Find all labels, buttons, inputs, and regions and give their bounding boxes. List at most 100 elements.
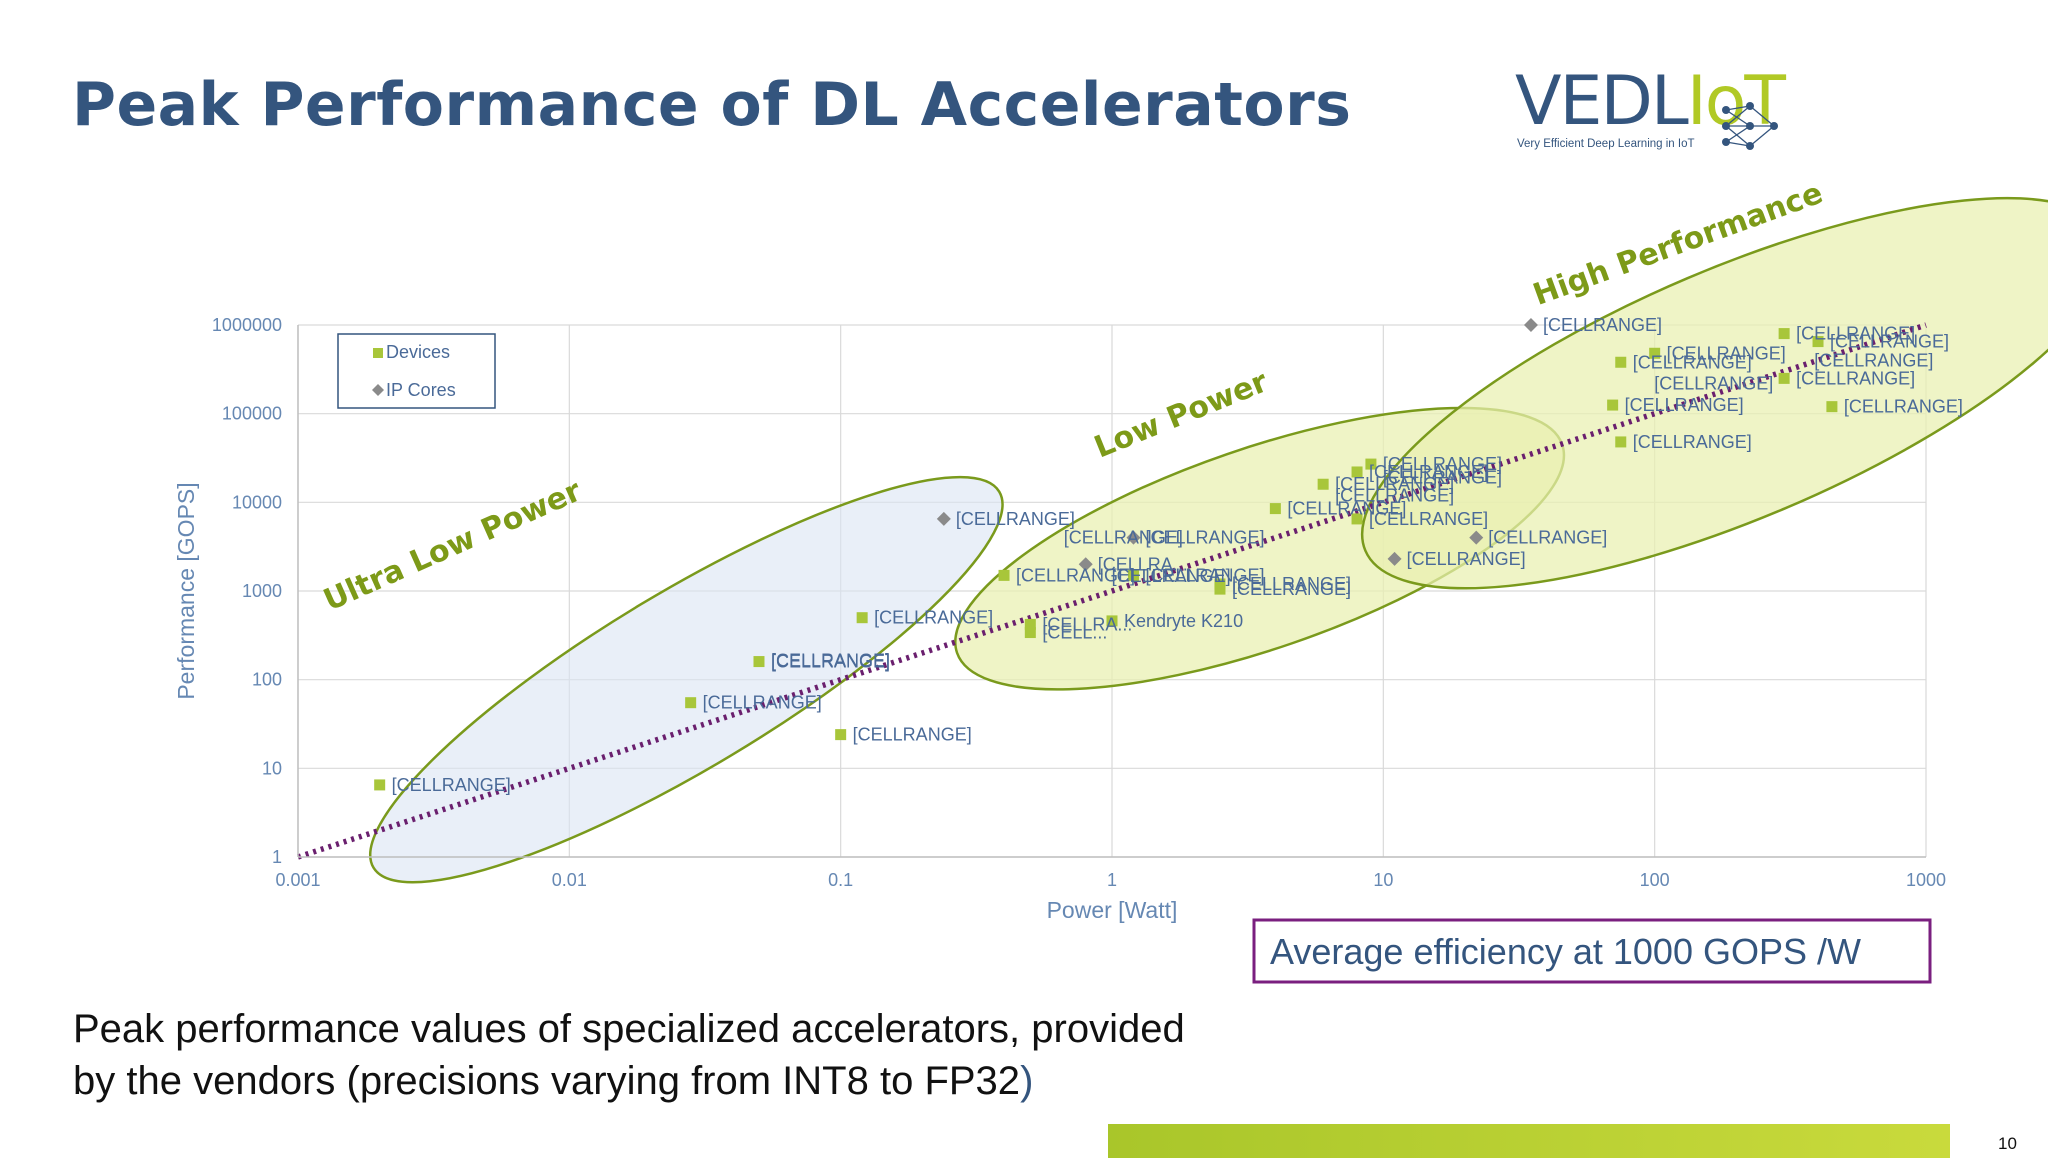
legend-ipcores-label: IP Cores — [386, 380, 456, 400]
device-point — [1607, 399, 1619, 411]
device-point — [1127, 569, 1139, 581]
data-label: [CELLRANGE] — [1844, 397, 1963, 417]
efficiency-callout: Average efficiency at 1000 GOPS /W — [1252, 918, 1932, 984]
data-label: [CELLRANGE] — [956, 509, 1075, 529]
efficiency-callout-box — [1252, 918, 1932, 984]
data-label: [CELLRANGE] — [1633, 432, 1752, 452]
data-label: [CELLRA... — [1042, 614, 1132, 634]
device-point — [1615, 356, 1627, 368]
x-tick-label: 100 — [1640, 870, 1670, 890]
device-point — [1615, 436, 1627, 448]
region-label: Ultra Low Power — [318, 473, 586, 618]
page-number: 10 — [1998, 1134, 2017, 1153]
data-label: [CELLRANGE] — [1232, 579, 1351, 599]
legend-ipcores-marker — [372, 384, 384, 396]
footnote-paren: ) — [1020, 1059, 1034, 1103]
data-label: [CELLRANGE] — [1796, 368, 1915, 388]
logo-accent-text: IoT — [1686, 62, 1786, 141]
y-tick-label: 1000 — [242, 581, 282, 601]
data-label: [CELLRANGE] — [1654, 373, 1773, 393]
data-label: [CELLRANGE] — [1369, 462, 1488, 482]
device-point — [1649, 347, 1661, 359]
data-label: [CELLRANGE] — [853, 725, 972, 745]
data-label: [CELLRANGE] — [1625, 395, 1744, 415]
data-label: [CELLRANGE] — [1814, 350, 1933, 370]
data-label: [CELLRANGE] — [1335, 485, 1454, 505]
footnote-line-2: by the vendors (precisions varying from … — [73, 1059, 1021, 1103]
data-points — [374, 318, 1838, 791]
data-label: [CELLRANGE] — [1145, 565, 1264, 585]
ipcore-point — [1469, 530, 1484, 545]
region-ellipse — [1360, 196, 2048, 590]
data-label: [CELLRANGE] — [703, 693, 822, 713]
data-label: [CELLRANGE] — [874, 608, 993, 628]
data-label: [CELLRANGE] — [1796, 324, 1915, 344]
data-label: [CELLRANGE] — [1383, 454, 1502, 474]
logo-tagline: Very Efficient Deep Learning in IoT — [1517, 138, 1695, 150]
data-label: [CELLRANGE] — [1633, 352, 1752, 372]
chart-axes: Power [Watt] Performance [GOPS] 0.001 0.0… — [173, 315, 1946, 923]
data-label: [CELLRANGE] — [1488, 528, 1607, 548]
neural-network-icon — [1722, 102, 1778, 150]
device-point — [1778, 328, 1790, 340]
footnote-line-1: Peak performance values of specialized a… — [73, 1007, 1185, 1051]
data-label: [CELLRANGE] — [1830, 332, 1949, 352]
chart-legend: Devices IP Cores — [337, 333, 496, 409]
device-point — [1024, 627, 1036, 639]
legend-box — [337, 333, 496, 409]
ipcore-point — [936, 511, 951, 526]
page-title: Peak Performance of DL Accelerators — [72, 70, 1352, 140]
data-label: [CELLRANGE] — [1667, 343, 1786, 363]
data-label: Kendryte K210 — [1124, 611, 1243, 631]
device-point — [1024, 618, 1036, 630]
device-point — [1269, 503, 1281, 515]
device-point — [374, 779, 386, 791]
logo-wordmark: VEDLIoT — [1515, 62, 1786, 142]
data-label: [CELLRANGE] — [1543, 315, 1662, 335]
ipcore-point — [1387, 551, 1402, 566]
y-tick-label: 100000 — [222, 404, 282, 424]
data-label: [CELLRANGE] — [1383, 468, 1502, 488]
vedliot-logo: VEDLIoT Very Efficient Deep Learning in … — [1515, 62, 1805, 158]
footer-accent-bar — [1108, 1124, 1950, 1158]
y-tick-label: 1000000 — [212, 315, 282, 335]
x-tick-label: 0.1 — [828, 870, 853, 890]
data-label: [CELLRANGE] — [1064, 528, 1183, 548]
data-label: [CELLRANGE] — [1112, 566, 1231, 586]
ipcore-point — [1523, 318, 1538, 332]
ipcore-point — [1126, 530, 1141, 545]
device-point — [1351, 513, 1363, 525]
logo-main-text: VEDL — [1515, 62, 1689, 141]
data-label: [CELLRANGE] — [1335, 474, 1454, 494]
data-label: [CELLRANGE] — [1407, 549, 1526, 569]
data-label: [CELLRANGE] — [392, 775, 511, 795]
x-tick-label: 1 — [1107, 870, 1117, 890]
device-point — [1812, 336, 1824, 348]
data-label: [CELLRANGE] — [771, 652, 890, 672]
ipcore-point — [1078, 557, 1093, 572]
y-axis-title: Performance [GOPS] — [173, 482, 199, 699]
device-point — [1317, 478, 1329, 490]
device-point — [998, 569, 1010, 581]
data-label: [CELLRANGE] — [1016, 565, 1135, 585]
data-label: [CELLRA... — [1098, 554, 1188, 574]
efficiency-callout-text: Average efficiency at 1000 GOPS /W — [1270, 931, 1861, 972]
data-label: [CELLRANGE] — [1287, 499, 1406, 519]
y-tick-label: 100 — [252, 670, 282, 690]
x-axis-title: Power [Watt] — [1047, 897, 1178, 923]
x-tick-label: 0.001 — [275, 870, 320, 890]
device-point — [1214, 583, 1226, 595]
data-label: [CELLRANGE] — [1145, 528, 1264, 548]
device-point — [1106, 615, 1118, 627]
y-tick-label: 10000 — [232, 492, 282, 512]
device-point — [1351, 466, 1363, 478]
efficiency-trendline — [297, 322, 1927, 860]
y-tick-label: 1 — [272, 847, 282, 867]
device-point — [1365, 458, 1377, 470]
data-label: [CELLRANGE] — [771, 650, 890, 670]
data-label: [CELLRANGE] — [1232, 574, 1351, 594]
device-point — [1826, 401, 1838, 413]
data-label: [CELL... — [1042, 623, 1107, 643]
device-point — [753, 656, 765, 668]
